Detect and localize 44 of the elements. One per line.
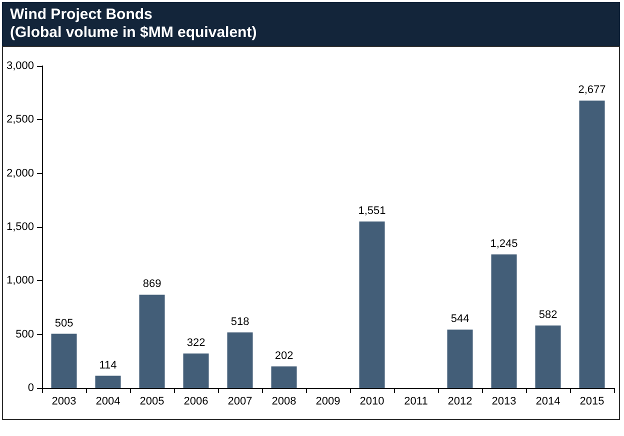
y-tick-label: 2,000 (6, 167, 34, 180)
y-tick-label: 0 (28, 382, 34, 394)
x-tick-label: 2006 (184, 396, 208, 408)
bar (183, 353, 209, 388)
data-label: 518 (230, 316, 250, 328)
x-tick-label: 2011 (404, 396, 428, 408)
bar (51, 334, 77, 388)
data-label: 114 (99, 359, 117, 372)
bar (95, 376, 121, 388)
x-tick-label: 2014 (536, 396, 560, 408)
x-tick-label: 2013 (492, 396, 516, 408)
data-label: 1,245 (490, 238, 518, 250)
data-label: 2,677 (578, 84, 606, 96)
x-tick-label: 2007 (228, 396, 252, 408)
chart-subtitle: (Global volume in $MM equivalent) (10, 24, 258, 42)
data-label: 544 (450, 313, 470, 326)
data-label: 505 (54, 317, 74, 330)
bar (491, 254, 517, 388)
x-tick-label: 2010 (360, 396, 384, 408)
x-tick-label: 2004 (96, 396, 120, 408)
bar (139, 294, 165, 388)
data-label: 1,551 (358, 205, 386, 218)
x-tick-label: 2012 (448, 396, 472, 408)
chart-title: Wind Project Bonds (10, 6, 154, 24)
data-label: 582 (538, 309, 558, 322)
y-tick-label: 1,500 (6, 221, 34, 233)
x-tick-label: 2009 (316, 396, 340, 408)
data-label: 869 (142, 278, 162, 290)
data-label: 202 (274, 350, 294, 362)
x-tick-label: 2003 (52, 396, 76, 408)
data-label: 322 (186, 336, 206, 349)
bar (271, 366, 297, 388)
y-tick-label: 2,500 (6, 114, 34, 126)
bar (535, 326, 561, 388)
bar (447, 330, 473, 388)
x-tick-label: 2008 (272, 396, 296, 408)
y-tick-label: 1,000 (6, 274, 34, 287)
y-tick-label: 3,000 (6, 60, 34, 72)
y-tick-label: 500 (16, 328, 34, 340)
bar (227, 332, 253, 388)
bar (579, 100, 605, 388)
x-tick-label: 2005 (140, 396, 164, 408)
bar (359, 222, 385, 388)
x-tick-label: 2015 (580, 396, 604, 408)
